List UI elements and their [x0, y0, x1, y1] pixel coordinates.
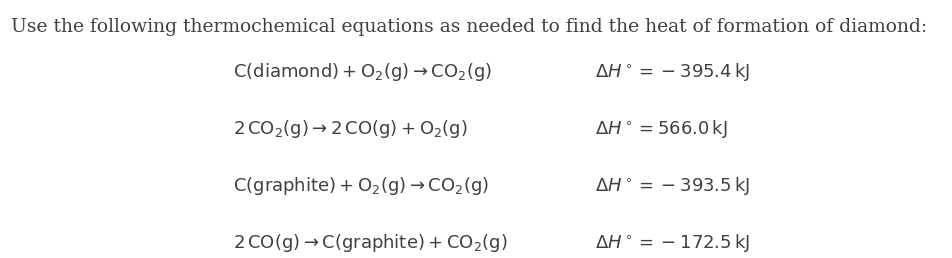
- Text: Use the following thermochemical equations as needed to find the heat of formati: Use the following thermochemical equatio…: [11, 18, 927, 36]
- Text: $\Delta H^\circ = -395.4\,\mathrm{kJ}$: $\Delta H^\circ = -395.4\,\mathrm{kJ}$: [595, 61, 750, 83]
- Text: $\mathrm{C(graphite) + O_2(g) \rightarrow CO_2(g)}$: $\mathrm{C(graphite) + O_2(g) \rightarro…: [233, 175, 489, 197]
- Text: $\Delta H^\circ = -393.5\,\mathrm{kJ}$: $\Delta H^\circ = -393.5\,\mathrm{kJ}$: [595, 175, 750, 197]
- Text: $\mathrm{C(diamond) + O_2(g) \rightarrow CO_2(g)}$: $\mathrm{C(diamond) + O_2(g) \rightarrow…: [233, 61, 492, 83]
- Text: $\Delta H^\circ = 566.0\,\mathrm{kJ}$: $\Delta H^\circ = 566.0\,\mathrm{kJ}$: [595, 118, 728, 140]
- Text: $\Delta H^\circ = -172.5\,\mathrm{kJ}$: $\Delta H^\circ = -172.5\,\mathrm{kJ}$: [595, 231, 750, 254]
- Text: $\mathrm{2\,CO(g) \rightarrow C(graphite) + CO_2(g)}$: $\mathrm{2\,CO(g) \rightarrow C(graphite…: [233, 231, 507, 254]
- Text: $\mathrm{2\,CO_2(g) \rightarrow 2\,CO(g) + O_2(g)}$: $\mathrm{2\,CO_2(g) \rightarrow 2\,CO(g)…: [233, 118, 468, 140]
